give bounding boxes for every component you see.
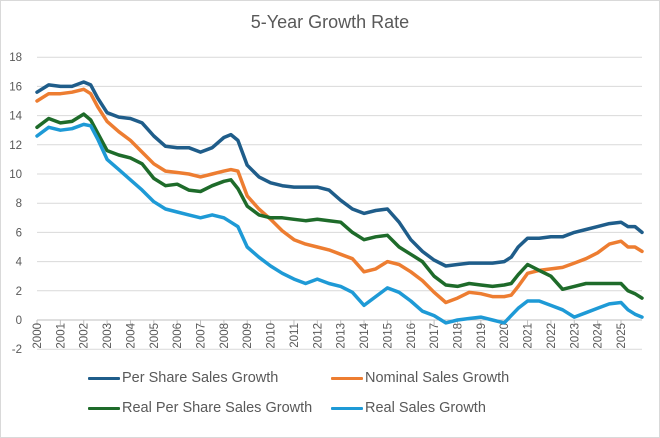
x-tick-label: 2015 [382,323,394,349]
chart-title: 5-Year Growth Rate [250,12,410,32]
series-line-real-per-share-sales-growth [35,112,644,300]
x-axis: 2000 2001 2002 2003 2004 2005 2006 2007 2008 2009… [32,319,642,350]
gridlines [37,56,642,292]
x-tick-label: 2001 [55,323,67,349]
x-tick-label: 2003 [102,323,114,349]
x-tick-label: 2020 [499,323,511,349]
y-tick-label: 2 [16,286,22,298]
series-lines [35,80,644,325]
legend-swatch [331,406,363,410]
y-tick-label: 18 [9,52,22,64]
x-tick-label: 2012 [312,323,324,349]
legend-swatch [88,376,120,380]
x-tick-label: 2021 [523,323,535,349]
x-tick-label: 2007 [196,323,208,349]
x-tick-label: 2000 [32,323,44,349]
legend-item-nominal-sales-growth: Nominal Sales Growth [331,370,509,386]
x-tick-label: 2019 [476,323,488,349]
y-tick-label: 16 [9,81,22,93]
x-tick-label: 2016 [406,323,418,349]
legend-swatch [88,406,120,410]
x-tick-label: 2018 [452,323,464,349]
y-tick-label: 8 [16,198,22,210]
series-line-nominal-sales-growth [35,87,644,305]
x-tick-label: 2004 [125,322,137,348]
x-tick-label: 2022 [546,323,558,349]
x-tick-label: 2005 [149,323,161,349]
y-tick-label: 4 [16,257,23,269]
x-tick-label: 2024 [593,322,605,348]
legend-item-real-per-share-sales-growth: Real Per Share Sales Growth [88,400,312,416]
x-tick-label: 2014 [359,322,371,348]
legend-item-real-sales-growth: Real Sales Growth [331,400,486,416]
x-tick-label: 2025 [616,323,628,349]
series-line-per-share-sales-growth [35,80,644,268]
y-tick-label: 14 [9,111,22,123]
legend-swatch [331,376,363,380]
y-axis-ticks: 18 16 14 12 10 8 6 4 2 0 -2 [9,52,22,356]
series-line-real-sales-growth [35,122,644,325]
legend-label: Real Per Share Sales Growth [122,400,313,416]
legend-label: Nominal Sales Growth [365,370,510,386]
x-tick-label: 2010 [266,323,278,349]
x-tick-label: 2008 [219,323,231,349]
legend-label: Real Sales Growth [365,400,486,416]
x-tick-label: 2006 [172,323,184,349]
x-tick-label: 2011 [289,323,301,348]
y-tick-label: 10 [9,169,22,181]
x-tick-label: 2017 [429,323,441,349]
legend-item-per-share-sales-growth: Per Share Sales Growth [88,370,278,386]
y-tick-label: 0 [16,315,22,327]
legend-label: Per Share Sales Growth [122,370,279,386]
y-tick-label: 12 [9,140,22,152]
x-tick-label: 2009 [242,323,254,349]
x-tick-label: 2002 [79,323,91,349]
y-tick-label: 6 [16,227,22,239]
x-tick-label: 2023 [569,323,581,349]
x-tick-label: 2013 [336,323,348,349]
y-tick-label: -2 [12,344,22,356]
